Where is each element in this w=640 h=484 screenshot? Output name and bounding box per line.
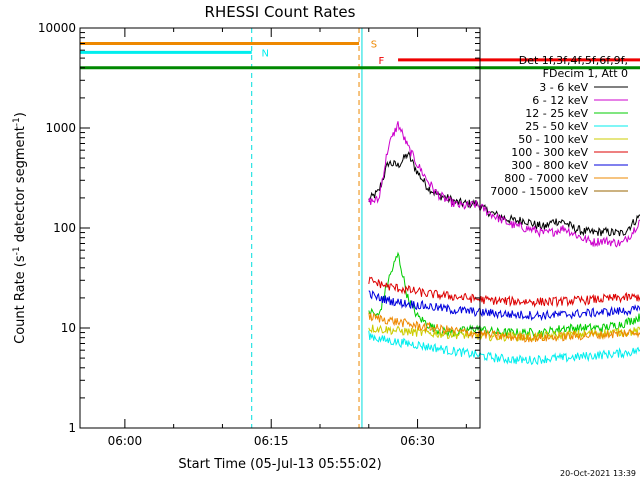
state-bar-label-n: N	[261, 48, 268, 59]
legend-label-12-25-kev: 12 - 25 keV	[525, 107, 588, 120]
x-tick-label-06-00: 06:00	[108, 434, 143, 448]
y-axis-ticks: 1 10 100 1000 10000	[38, 21, 480, 435]
y-tick-label-1000: 1000	[45, 121, 76, 135]
y-axis-label: Count Rate (s-1 detector segment-1)	[12, 112, 28, 344]
legend-label-3-6-kev: 3 - 6 keV	[539, 81, 588, 94]
series-line-300-800-kev	[368, 290, 640, 322]
state-bars-layer: SNFRD0RD6	[80, 39, 640, 70]
footer-timestamp: 20-Oct-2021 13:39	[560, 469, 636, 478]
series-line-6-12-kev	[368, 121, 640, 248]
y-axis-label-sup2: -1	[12, 117, 22, 126]
legend-header-line1: Det 1f,3f,4f,5f,6f,9f,	[519, 54, 628, 67]
y-axis-label-rest: detector segment	[13, 126, 28, 246]
state-bar-label-s: S	[371, 39, 377, 50]
legend-label-800-7000-kev: 800 - 7000 keV	[504, 172, 588, 185]
y-axis-label-main: Count Rate (s	[13, 255, 28, 344]
series-layer	[368, 121, 640, 366]
vertical-lines-layer	[251, 28, 363, 428]
x-tick-label-06-30: 06:30	[400, 434, 435, 448]
legend-label-25-50-kev: 25 - 50 keV	[525, 120, 588, 133]
legend-label-300-800-kev: 300 - 800 keV	[511, 159, 588, 172]
legend-header-line2: FDecim 1, Att 0	[543, 67, 628, 80]
x-axis-ticks: 06:00 06:15 06:30	[108, 28, 467, 448]
legend: Det 1f,3f,4f,5f,6f,9f, FDecim 1, Att 0 3…	[490, 54, 628, 198]
y-axis-label-end: )	[13, 112, 28, 117]
series-line-12-25-kev	[368, 251, 640, 339]
y-tick-label-10: 10	[61, 321, 76, 335]
legend-label-7000-15000-kev: 7000 - 15000 keV	[490, 185, 588, 198]
x-tick-label-06-15: 06:15	[254, 434, 289, 448]
y-axis-label-sup1: -1	[12, 246, 22, 255]
legend-label-100-300-kev: 100 - 300 keV	[511, 146, 588, 159]
legend-label-50-100-kev: 50 - 100 keV	[518, 133, 588, 146]
chart-title: RHESSI Count Rates	[205, 3, 356, 21]
series-line-800-7000-kev	[368, 312, 640, 343]
series-line-3-6-kev	[368, 151, 640, 237]
state-bar-label-f: F	[379, 56, 385, 67]
series-line-25-50-kev	[368, 330, 640, 366]
y-tick-label-10000: 10000	[38, 21, 76, 35]
y-tick-label-100: 100	[53, 221, 76, 235]
x-axis-label: Start Time (05-Jul-13 05:55:02)	[178, 457, 381, 472]
series-line-100-300-kev	[368, 276, 640, 308]
y-tick-label-1: 1	[68, 421, 76, 435]
legend-label-6-12-kev: 6 - 12 keV	[532, 94, 588, 107]
